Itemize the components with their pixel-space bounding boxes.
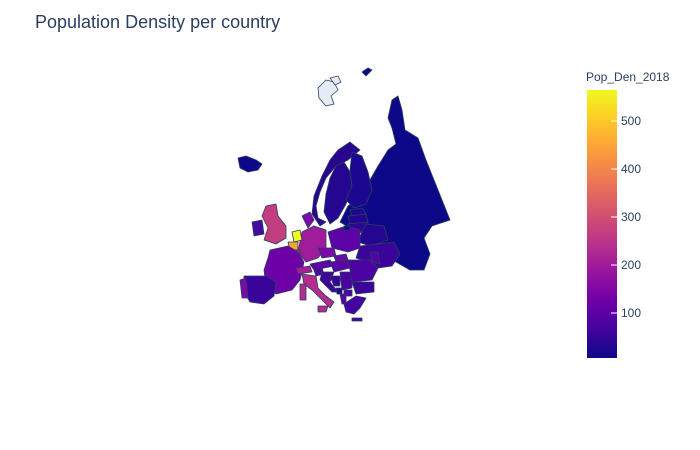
montenegro: [335, 287, 343, 295]
crete: [351, 317, 363, 322]
italy: [301, 273, 335, 309]
sicily: [317, 305, 329, 313]
finland: [345, 151, 373, 209]
netherlands: [291, 229, 303, 243]
switzerland: [295, 265, 313, 275]
greece: [343, 295, 367, 315]
novaya-zemlya: [361, 67, 373, 77]
svalbard: [317, 79, 339, 107]
czechia: [317, 247, 337, 259]
romania: [347, 259, 379, 283]
sardinia: [299, 283, 307, 301]
colorbar-tick-label: 500: [621, 114, 642, 128]
bosnia: [329, 275, 341, 287]
colorbar-gradient: [587, 90, 617, 358]
colorbar-tick-label: 300: [621, 210, 642, 224]
serbia: [339, 271, 353, 291]
chart-title: Population Density per country: [35, 12, 281, 32]
spain: [243, 275, 277, 305]
sweden: [323, 161, 353, 225]
portugal: [239, 277, 249, 299]
united-kingdom: [261, 203, 287, 245]
albania: [339, 293, 347, 305]
hungary: [329, 259, 351, 273]
svalbard-east: [329, 75, 342, 86]
kaliningrad: [343, 225, 351, 231]
colorbar-title: Pop_Den_2018: [586, 70, 670, 84]
bulgaria: [351, 281, 375, 295]
moldova: [369, 251, 381, 265]
colorbar-tick-label: 100: [621, 306, 642, 320]
denmark: [301, 211, 315, 229]
ireland: [251, 219, 265, 237]
colorbar-tick-label: 200: [621, 258, 642, 272]
colorbar-tick-label: 400: [621, 162, 642, 176]
iceland: [237, 155, 263, 173]
